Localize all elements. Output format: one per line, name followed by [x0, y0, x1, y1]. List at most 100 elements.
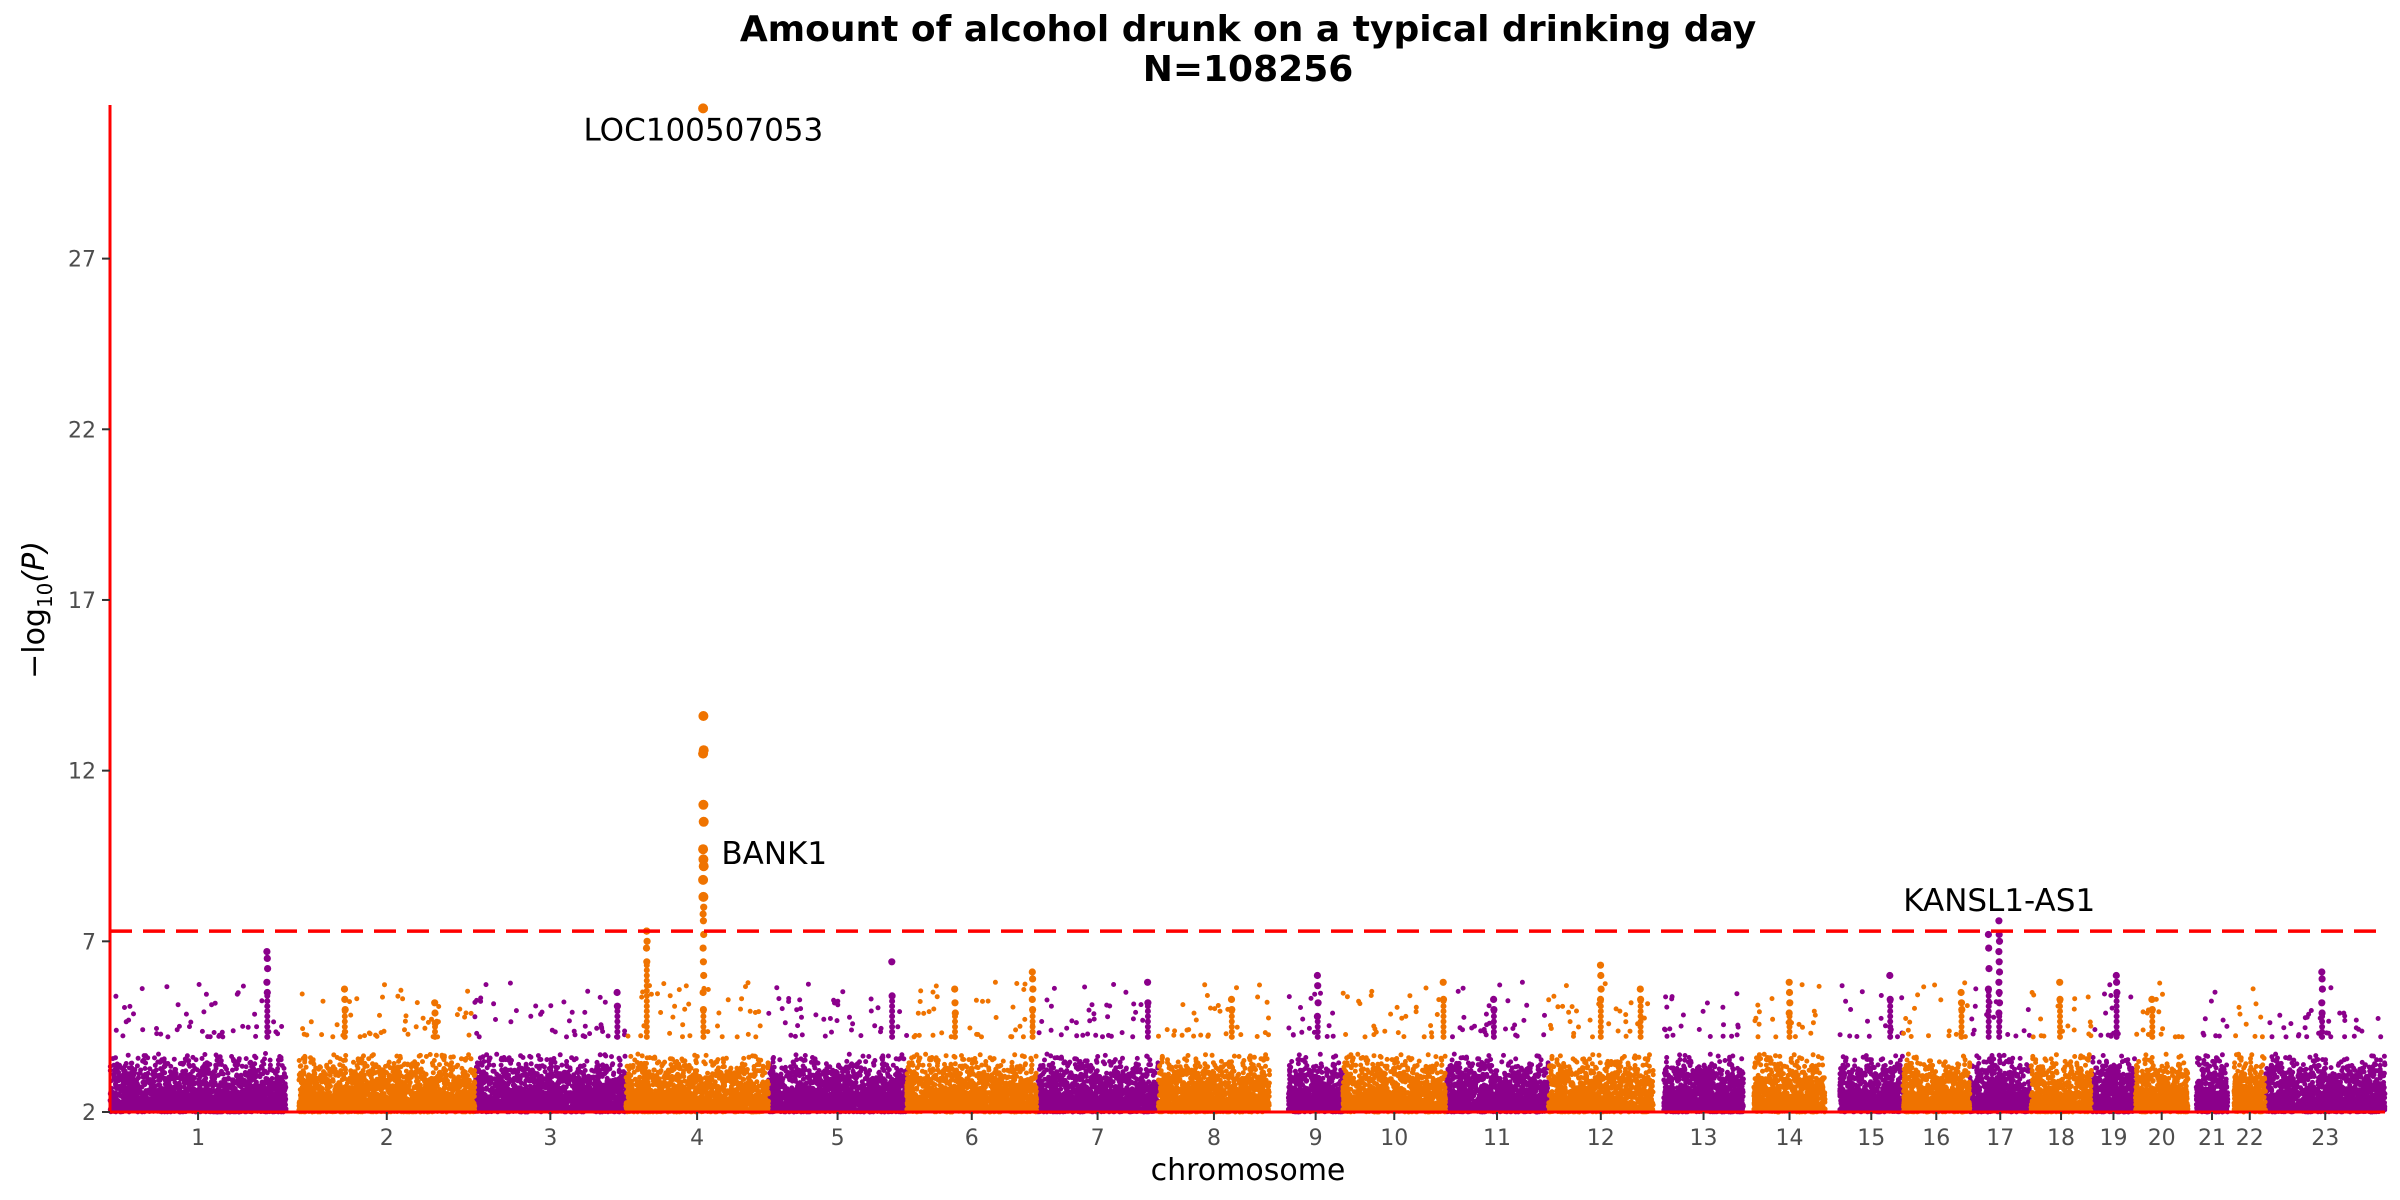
y-axis-title: −log10(P)	[17, 541, 57, 679]
peak-point-chr4	[643, 937, 651, 945]
peak-stem-point-chr2	[341, 1028, 348, 1035]
peak-stem-point-chr5	[889, 1033, 896, 1040]
peak-stem-point-chr17	[1985, 1003, 1992, 1010]
peak-point-chr19	[2112, 971, 2120, 980]
peak-stem-point-chr1	[264, 1003, 271, 1010]
y-axis-title-sub: 10	[33, 583, 57, 608]
peak-stem-point-chr10	[1440, 1013, 1447, 1020]
peak-stem-point-chr4	[643, 967, 650, 974]
peak-stem-point-chr18	[2057, 1008, 2063, 1015]
peak-stem-point-chr2	[341, 1013, 348, 1020]
peak-stem-point-chr10	[1440, 998, 1447, 1005]
peak-stem-point-chr1	[264, 1013, 271, 1020]
peak-point-chr12	[1597, 971, 1605, 980]
peak-stem-point-chr4	[643, 987, 650, 994]
peak-stem-point-chr17	[1985, 1023, 1992, 1030]
peak-stem-point-chr1	[264, 1033, 271, 1040]
peak-stem-point-chr23	[2319, 1033, 2326, 1040]
peak-stem-point-chr4	[643, 972, 650, 979]
peak-point-chr4	[699, 917, 708, 925]
peak-point-chr17	[1995, 978, 2003, 986]
peak-stem-point-chr11	[1490, 1008, 1497, 1015]
peak-stem-point-chr4	[700, 1008, 707, 1015]
peak-stem-point-chr4	[643, 1028, 650, 1035]
x-tick-label-chr3: 3	[543, 1126, 557, 1151]
peak-stem-point-chr4	[700, 1013, 707, 1020]
peak-stem-point-chr19	[2113, 1013, 2120, 1020]
peak-stem-point-chr16	[1958, 1028, 1965, 1035]
peak-stem-point-chr20	[2149, 1008, 2156, 1015]
peak-point-chr4	[699, 988, 707, 997]
annotation-loc100507053: LOC100507053	[584, 112, 824, 148]
peak-stem-point-chr5	[889, 1008, 896, 1015]
y-tick-label: 17	[68, 589, 96, 614]
peak-stem-point-chr16	[1958, 1008, 1965, 1015]
peak-stem-point-chr15	[1887, 1023, 1894, 1030]
peak-stem-point-chr17	[1985, 1033, 1992, 1040]
peak-point-chr8	[1227, 995, 1236, 1004]
peak-stem-point-chr8	[1228, 1033, 1235, 1040]
peak-point-chr4	[698, 799, 709, 810]
peak-stem-point-chr6	[1029, 1033, 1036, 1040]
peak-stem-point-chr19	[2113, 998, 2120, 1005]
peak-stem-point-chr10	[1440, 1023, 1447, 1030]
peak-stem-point-chr2	[341, 1033, 348, 1040]
peak-stem-point-chr12	[1637, 1018, 1644, 1025]
peak-stem-point-chr20	[2149, 1028, 2156, 1035]
peak-point-chr9	[1314, 999, 1322, 1007]
peak-stem-point-chr6	[1029, 1013, 1036, 1020]
peak-stem-point-chr18	[2057, 1023, 2063, 1030]
peak-stem-point-chr16	[1958, 1018, 1965, 1025]
peak-point-chr4	[698, 816, 709, 827]
peak-stem-point-chr4	[643, 992, 650, 999]
peak-stem-point-chr10	[1440, 1028, 1447, 1035]
peak-stem-point-chr4	[643, 1033, 650, 1040]
peak-stem-point-chr18	[2057, 1003, 2063, 1010]
peak-stem-point-chr17	[1985, 1028, 1992, 1035]
x-tick-label-chr5: 5	[831, 1126, 845, 1151]
peak-stem-point-chr4	[643, 977, 650, 984]
peak-point-chr4	[698, 891, 709, 902]
peak-point-chr4	[698, 711, 709, 721]
x-tick-label-chr6: 6	[965, 1126, 979, 1151]
peak-stem-point-chr3	[614, 1008, 621, 1015]
peak-stem-point-chr4	[643, 962, 650, 969]
x-tick-label-chr18: 18	[2047, 1126, 2075, 1151]
peak-stem-point-chr17	[1985, 1018, 1992, 1025]
peak-stem-point-chr6	[1029, 1008, 1036, 1015]
peak-point-chr10	[1439, 978, 1447, 986]
chart-subtitle: N=108256	[1143, 49, 1354, 90]
peak-stem-point-chr20	[2149, 1033, 2156, 1040]
peak-stem-point-chr17	[1985, 1013, 1992, 1020]
peak-stem-point-chr14	[1786, 1028, 1793, 1035]
peak-stem-point-chr2	[341, 1023, 348, 1030]
y-tick-label: 22	[68, 418, 96, 443]
peak-point-chr9	[1313, 971, 1321, 980]
peak-stem-point-chr12	[1637, 1028, 1644, 1035]
peak-stem-point-chr15	[1887, 998, 1894, 1005]
x-tick-label-chr22: 22	[2236, 1126, 2264, 1151]
peak-stem-point-chr7	[1144, 1003, 1151, 1010]
peak-point-chr12	[1636, 985, 1644, 993]
data-points	[107, 103, 2388, 1115]
peak-point-chr4	[699, 910, 707, 918]
annotation-bank1: BANK1	[721, 836, 827, 872]
peak-point-chr19	[2113, 978, 2121, 986]
peak-stem-point-chr17	[1985, 1008, 1992, 1015]
peak-stem-point-chr12	[1637, 998, 1644, 1005]
peak-stem-point-chr20	[2149, 1013, 2156, 1020]
peak-point-chr4	[700, 903, 708, 911]
x-tick-label-chr19: 19	[2099, 1126, 2127, 1151]
peak-stem-point-chr17	[1996, 1013, 2003, 1020]
peak-stem-point-chr19	[2113, 1008, 2120, 1015]
peak-point-chr1	[263, 948, 271, 956]
peak-point-chr17	[1995, 968, 2004, 976]
peak-stem-point-chr3	[614, 1033, 621, 1040]
peak-point-chr2	[431, 1009, 439, 1017]
peak-stem-point-chr19	[2113, 1023, 2120, 1030]
peak-stem-point-chr2	[341, 1008, 348, 1015]
peak-stem-point-chr15	[1887, 1013, 1894, 1020]
peak-stem-point-chr14	[1786, 1023, 1793, 1030]
peak-stem-point-chr4	[700, 1028, 707, 1035]
